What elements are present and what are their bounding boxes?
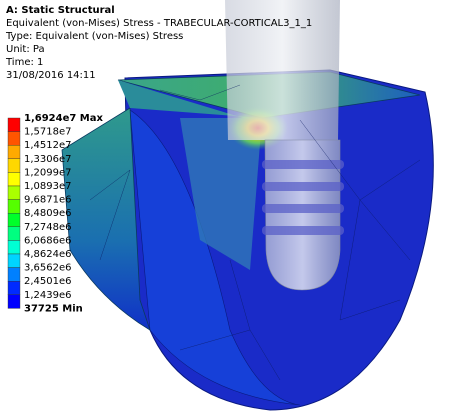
legend-label: 9,6871e6 bbox=[24, 195, 72, 206]
legend-label: 1,6924e7 Max bbox=[24, 113, 104, 124]
model bbox=[61, 0, 434, 411]
legend-label: 4,8624e6 bbox=[24, 249, 72, 260]
legend-label: 1,5718e7 bbox=[24, 127, 72, 138]
legend-label: 8,4809e6 bbox=[24, 208, 72, 219]
legend-label: 6,0686e6 bbox=[24, 235, 72, 246]
legend-swatch bbox=[7, 267, 21, 282]
header-line: 31/08/2016 14:11 bbox=[6, 70, 96, 81]
legend-swatch bbox=[7, 172, 21, 187]
header-line: Unit: Pa bbox=[6, 44, 45, 55]
header-line: Equivalent (von-Mises) Stress - TRABECUL… bbox=[6, 18, 312, 29]
legend-label: 1,0893e7 bbox=[24, 181, 72, 192]
legend-swatch bbox=[7, 294, 21, 309]
legend-swatch bbox=[7, 212, 21, 227]
title: A: Static Structural bbox=[6, 5, 115, 16]
legend-swatch bbox=[7, 199, 21, 214]
legend-label: 3,6562e6 bbox=[24, 263, 72, 274]
legend-swatch bbox=[7, 240, 21, 255]
legend-swatch bbox=[7, 185, 21, 200]
legend-swatch bbox=[7, 226, 21, 241]
legend-label: 2,4501e6 bbox=[24, 276, 72, 287]
legend-label: 7,2748e6 bbox=[24, 222, 72, 233]
legend-swatch bbox=[7, 281, 21, 296]
legend-swatch bbox=[7, 158, 21, 173]
legend-label: 1,2439e6 bbox=[24, 290, 72, 301]
legend-swatch bbox=[7, 253, 21, 268]
header: A: Static Structural Equivalent (von-Mis… bbox=[5, 5, 312, 81]
legend-swatch bbox=[7, 131, 21, 146]
header-line: Type: Equivalent (von-Mises) Stress bbox=[5, 31, 183, 42]
legend-label: 1,3306e7 bbox=[24, 154, 72, 165]
header-line: Time: 1 bbox=[5, 57, 43, 68]
legend-label: 1,2099e7 bbox=[24, 167, 72, 178]
legend-swatch bbox=[7, 117, 21, 132]
legend-swatch bbox=[7, 144, 21, 159]
legend: 1,6924e7 Max 1,5718e7 1,4512e7 1,3306e7 1,20… bbox=[7, 113, 104, 314]
legend-label: 1,4512e7 bbox=[24, 140, 72, 151]
legend-label: 37725 Min bbox=[24, 303, 83, 314]
